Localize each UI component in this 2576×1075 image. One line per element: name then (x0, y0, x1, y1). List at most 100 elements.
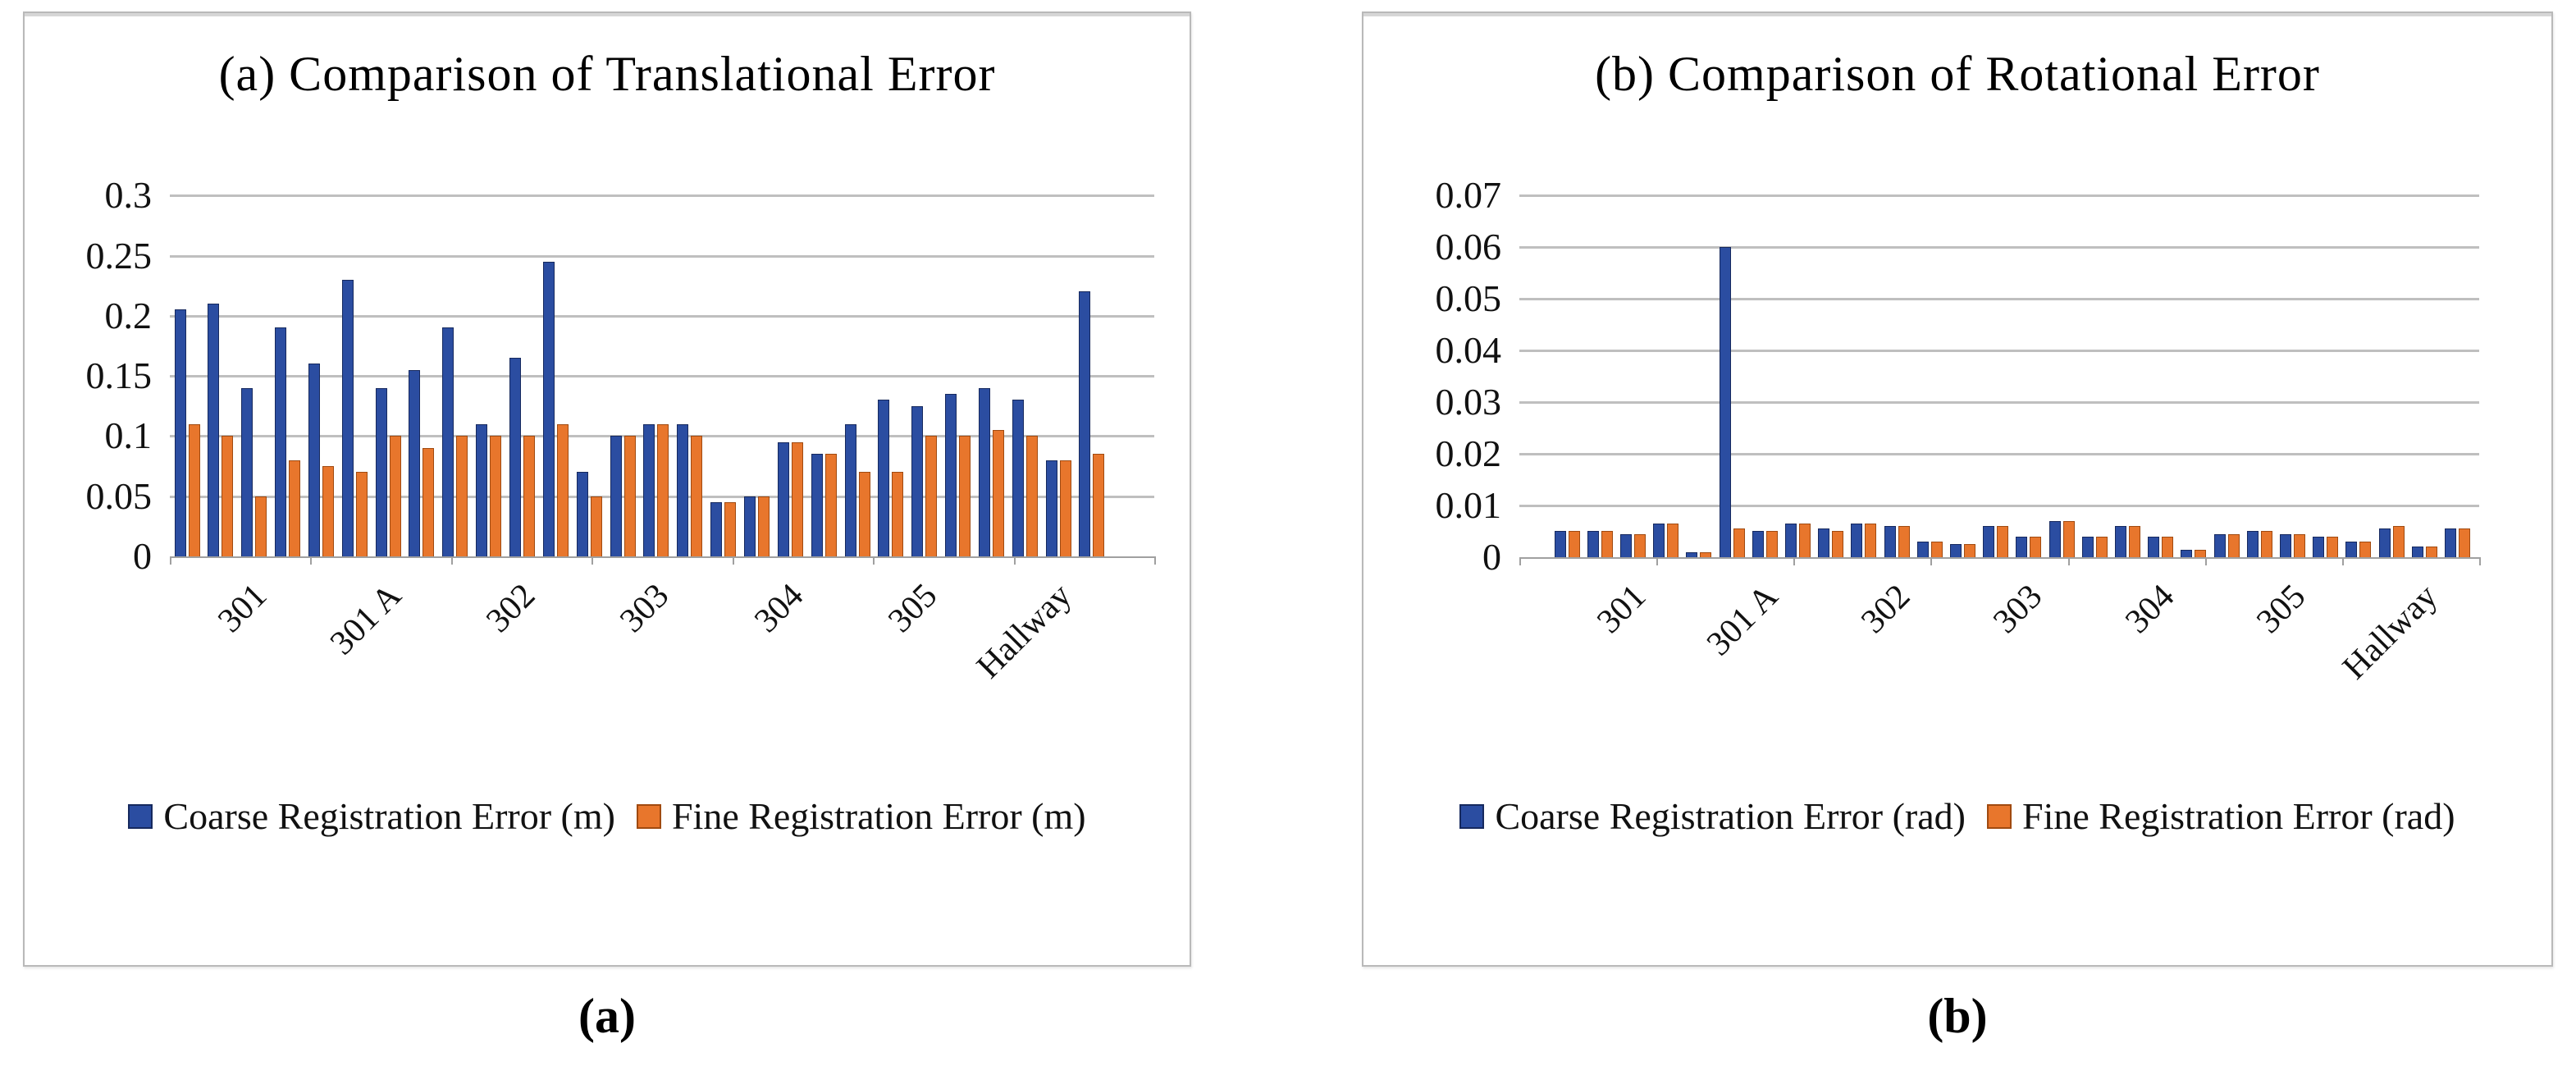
bar-coarse (1917, 542, 1929, 557)
bar-fine (859, 472, 870, 556)
y-tick-label: 0.06 (1435, 226, 1502, 268)
bar-coarse (275, 327, 286, 556)
gridline (170, 315, 1154, 318)
bar-coarse (1012, 400, 1024, 556)
bar-fine (1766, 531, 1778, 557)
bar-coarse (677, 424, 688, 556)
bar-coarse (2082, 537, 2094, 557)
y-tick-label: 0.15 (85, 355, 153, 396)
bar-coarse (2214, 534, 2226, 557)
bar-fine (1832, 531, 1843, 557)
bar-coarse (1950, 544, 1962, 557)
bar-fine (1700, 552, 1711, 557)
bar-fine (390, 436, 401, 556)
bar-coarse (442, 327, 454, 556)
bar-coarse (1079, 291, 1090, 556)
bar-coarse (1884, 526, 1896, 557)
bar-fine (1569, 531, 1580, 557)
gridline (1519, 505, 2479, 507)
gridline (1519, 453, 2479, 455)
bar-fine (289, 460, 300, 556)
bar-fine (189, 424, 200, 556)
bar-coarse (878, 400, 889, 556)
bar-fine (825, 454, 837, 556)
legend-item: Coarse Registration Error (rad) (1459, 794, 1966, 838)
legend: Coarse Registration Error (rad) Fine Regi… (1363, 794, 2551, 838)
x-axis-line (170, 556, 1154, 558)
bar-coarse (476, 424, 487, 556)
bar-fine (1997, 526, 2008, 557)
bar-coarse (2280, 534, 2291, 557)
legend-swatch-fine (1986, 803, 2012, 829)
bar-fine (1026, 436, 1038, 556)
bar-fine (1060, 460, 1071, 556)
bar-coarse (2247, 531, 2259, 557)
bar-fine (1865, 524, 1876, 557)
bar-coarse (1983, 526, 1994, 557)
bar-fine (2294, 534, 2305, 557)
bar-fine (2327, 537, 2338, 557)
y-tick-label: 0.01 (1435, 484, 1502, 526)
bar-coarse (911, 406, 923, 556)
legend-label: Fine Registration Error (rad) (2021, 795, 2455, 837)
bar-coarse (2445, 528, 2456, 557)
bar-coarse (610, 436, 622, 556)
bar-coarse (744, 496, 756, 556)
bar-coarse (778, 442, 789, 556)
legend-label: Fine Registration Error (m) (671, 795, 1086, 837)
gridline (1519, 298, 2479, 300)
bar-fine (2359, 542, 2371, 557)
bar-fine (657, 424, 669, 556)
bar-coarse (376, 388, 387, 556)
bar-fine (792, 442, 803, 556)
x-axis-tick (2342, 557, 2344, 565)
bar-coarse (1587, 531, 1599, 557)
x-axis-tick (170, 556, 171, 565)
bar-fine (925, 436, 937, 556)
bar-coarse (1818, 528, 1829, 557)
bar-fine (1667, 524, 1679, 557)
y-tick-label: 0.05 (85, 475, 153, 517)
bar-fine (1898, 526, 1910, 557)
bar-coarse (342, 280, 354, 556)
bar-coarse (577, 472, 588, 556)
legend-swatch-coarse (1459, 803, 1485, 829)
bar-coarse (208, 304, 219, 556)
bar-coarse (2049, 521, 2061, 557)
bar-coarse (811, 454, 823, 556)
gridline (170, 375, 1154, 377)
legend-swatch-fine (636, 803, 661, 829)
legend-label: Coarse Registration Error (m) (163, 795, 615, 837)
x-axis-tick (1014, 556, 1016, 565)
bar-fine (1964, 544, 1975, 557)
gridline (1519, 246, 2479, 249)
bar-coarse (1653, 524, 1665, 557)
chart-panel-translational: (a) Comparison of Translational Error 0 0… (23, 11, 1191, 967)
y-tick-label: 0.03 (1435, 381, 1502, 423)
plot-area: 0 0.01 0.02 0.03 0.04 0.05 0.06 0.07 301 301 A 302… (1363, 13, 2551, 965)
bar-fine (2228, 534, 2240, 557)
gridline (170, 255, 1154, 258)
x-axis-tick (733, 556, 734, 565)
y-tick-label: 0.04 (1435, 329, 1502, 371)
bar-coarse (2115, 526, 2126, 557)
bar-coarse (241, 388, 253, 556)
bar-coarse (1752, 531, 1764, 557)
x-axis-tick (1656, 557, 1658, 565)
chart-title: (b) Comparison of Rotational Error (1595, 47, 2320, 101)
bar-coarse (1620, 534, 1632, 557)
y-tick-label: 0.05 (1435, 277, 1502, 319)
bar-coarse (2148, 537, 2159, 557)
legend-item: Fine Registration Error (m) (636, 794, 1086, 838)
bar-coarse (1785, 524, 1797, 557)
x-axis-tick (310, 556, 312, 565)
bar-coarse (2181, 550, 2192, 557)
bar-fine (557, 424, 569, 556)
bar-fine (2195, 550, 2206, 557)
bar-coarse (2016, 537, 2027, 557)
legend-item: Fine Registration Error (rad) (1986, 794, 2455, 838)
x-axis-tick (2479, 557, 2481, 565)
bar-coarse (845, 424, 856, 556)
y-tick-label: 0.2 (104, 295, 153, 336)
gridline (1519, 194, 2479, 197)
